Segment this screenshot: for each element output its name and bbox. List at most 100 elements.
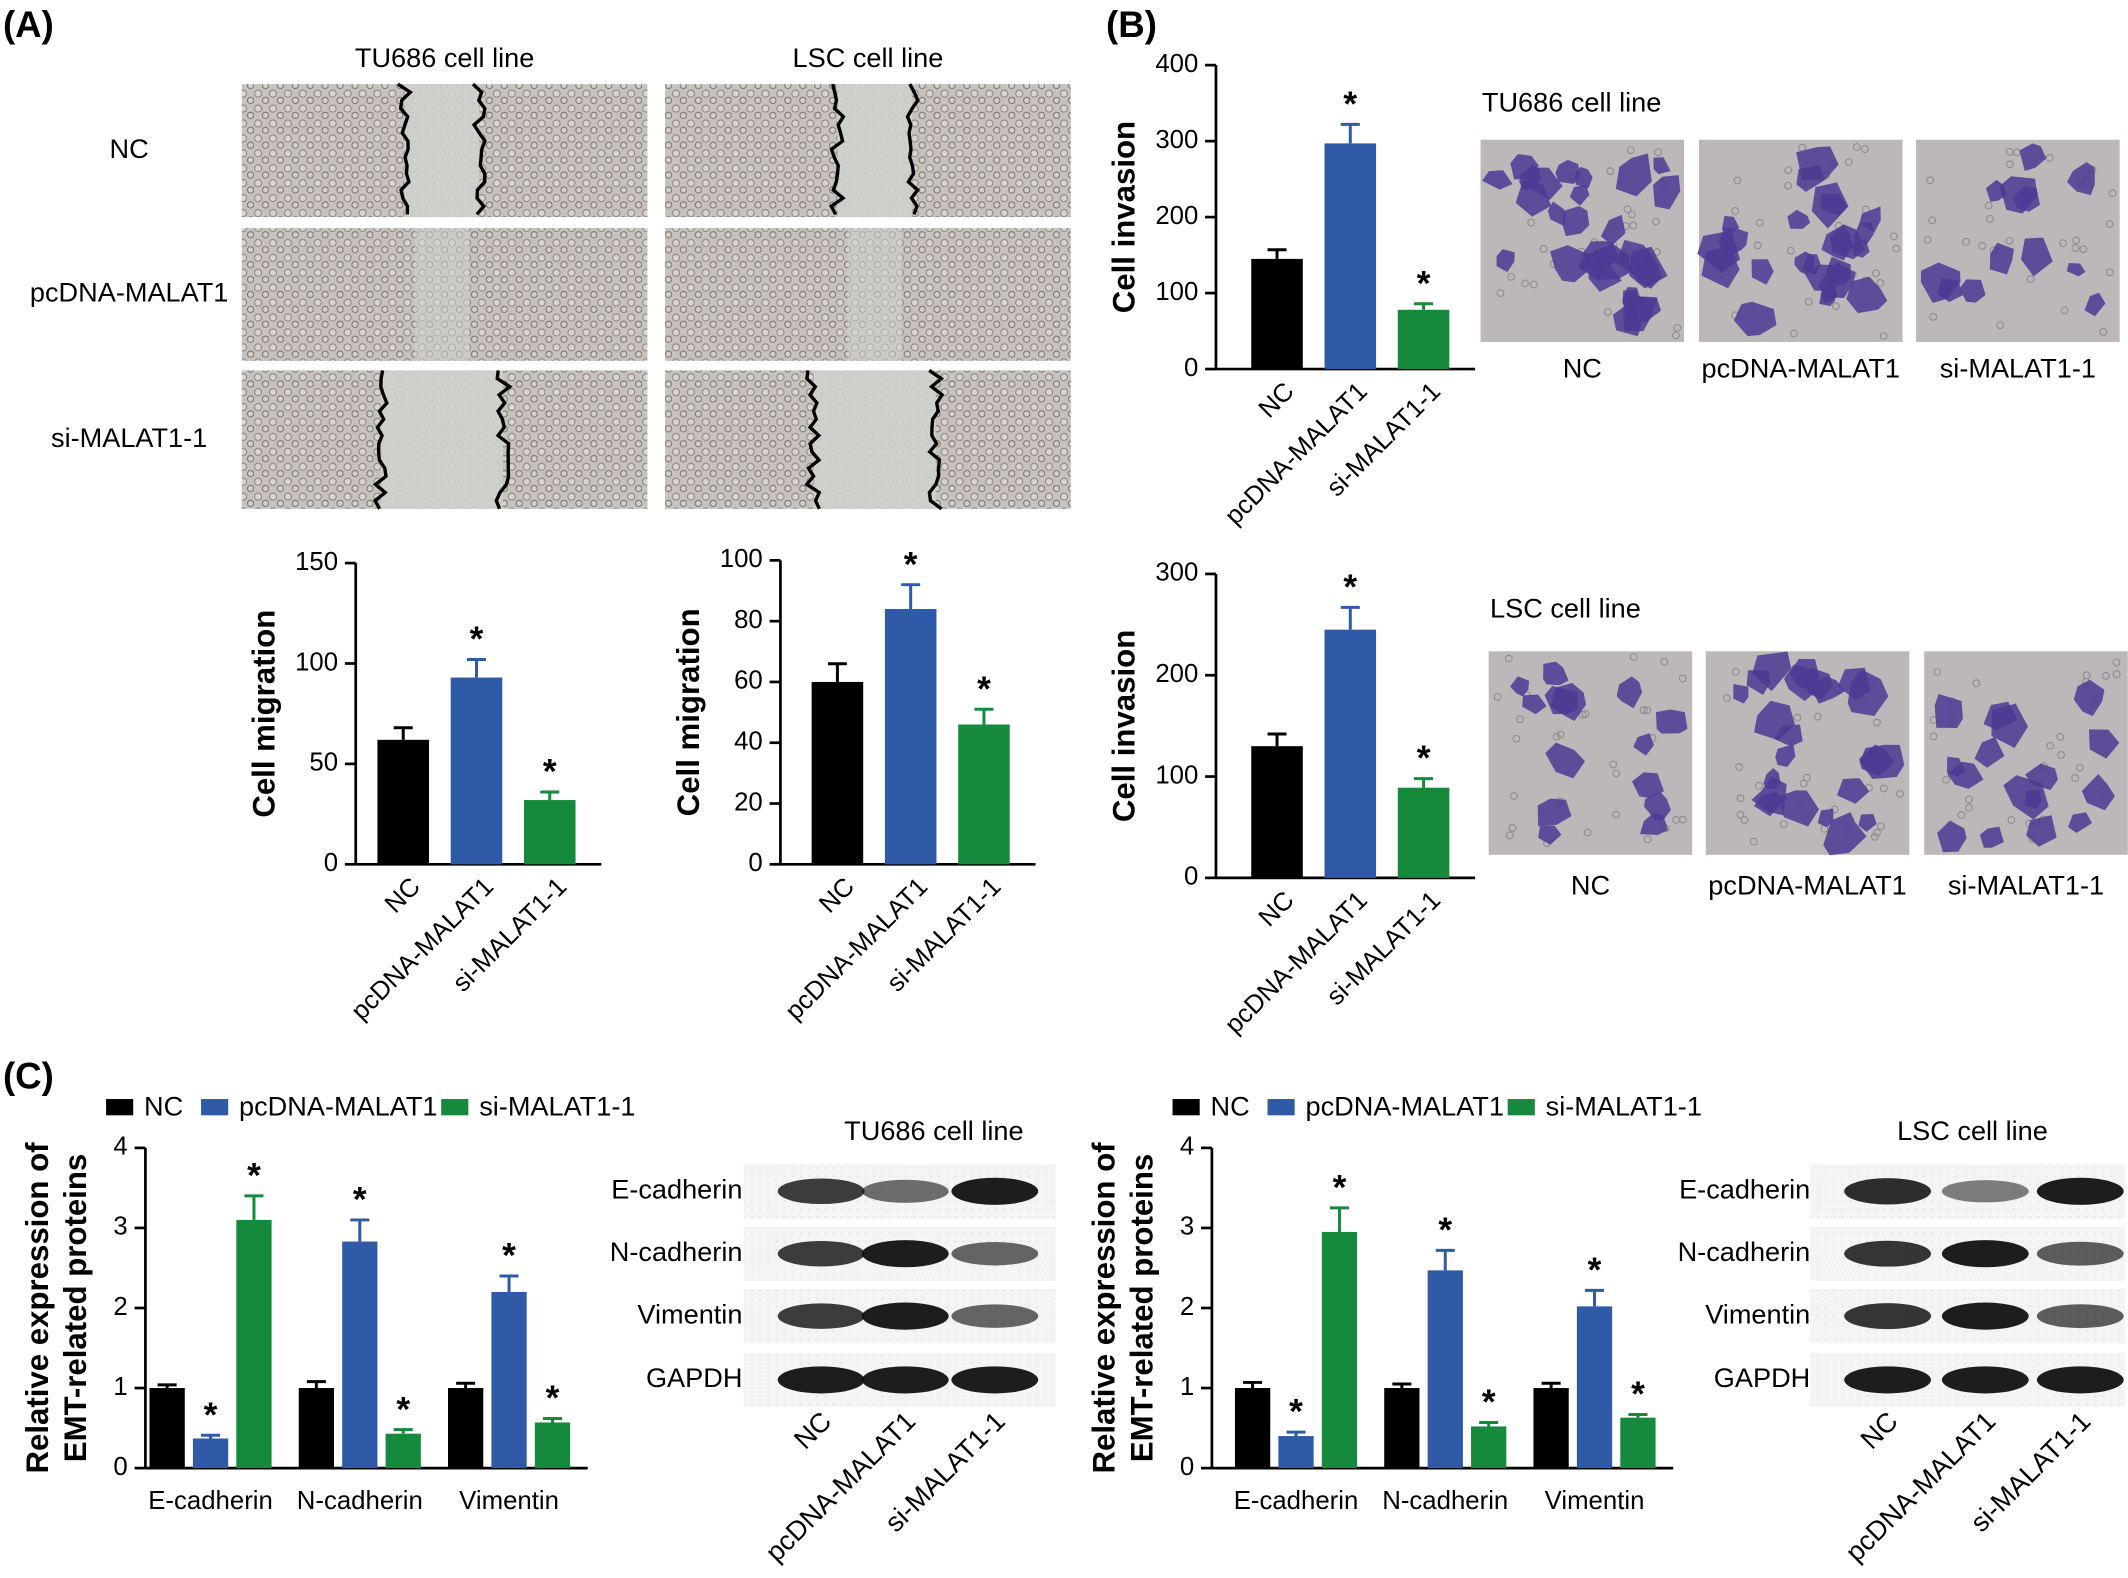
x-tick-label: NC — [1254, 377, 1300, 423]
stained-cell — [1811, 182, 1849, 229]
wound-gap — [404, 84, 480, 218]
pore — [1984, 201, 1993, 210]
significance-mark: * — [1417, 264, 1431, 303]
bar — [884, 609, 937, 865]
y-tick-label: 3 — [113, 1213, 127, 1241]
significance-mark: * — [396, 1390, 410, 1429]
bar — [450, 677, 503, 865]
panel-label: (B) — [1106, 4, 1157, 45]
pore — [1786, 246, 1795, 255]
stained-cell — [1643, 791, 1671, 821]
stained-cell — [1562, 206, 1590, 237]
stained-cell — [1496, 249, 1515, 273]
pore — [1623, 205, 1632, 214]
stained-cell — [1817, 808, 1834, 828]
blot-band — [777, 1366, 865, 1394]
pore — [2007, 816, 2016, 824]
pore — [1942, 775, 1950, 784]
wound-edge — [829, 83, 846, 216]
stained-cell — [1550, 683, 1587, 722]
pore — [1926, 176, 1935, 185]
image-label: pcDNA-MALAT1 — [1708, 870, 1906, 901]
stained-cell — [1543, 661, 1569, 686]
legend-label: NC — [1211, 1091, 1250, 1122]
x-tick-label: Vimentin — [459, 1487, 559, 1515]
blot-band — [2036, 1304, 2124, 1329]
stained-cell — [1823, 812, 1867, 856]
wound-gap — [380, 370, 503, 509]
pore — [1612, 810, 1621, 819]
pore — [1799, 779, 1808, 788]
stained-cell — [1746, 670, 1771, 695]
pore — [1629, 221, 1638, 230]
stained-cell — [1959, 279, 1986, 303]
pore — [2075, 763, 2084, 772]
pore — [1740, 816, 1749, 824]
pore — [2071, 244, 2080, 253]
stained-cell — [1622, 289, 1640, 308]
stained-cell — [2088, 729, 2120, 759]
significance-mark: * — [1417, 739, 1431, 778]
significance-mark: * — [977, 670, 991, 709]
pore — [1736, 794, 1745, 803]
stained-cell — [1787, 209, 1811, 229]
bar — [1278, 1436, 1314, 1469]
pore — [1678, 674, 1687, 683]
stained-cell — [1810, 676, 1846, 704]
error-bar — [1340, 605, 1360, 630]
y-tick-label: 4 — [1180, 1133, 1194, 1161]
significance-mark: * — [1289, 1393, 1303, 1432]
error-bar — [1414, 302, 1434, 310]
pore — [1876, 278, 1885, 287]
x-tick-label: N-cadherin — [297, 1487, 423, 1515]
wound-edge — [494, 370, 513, 510]
blot-band — [861, 1302, 949, 1330]
pore — [2026, 275, 2035, 283]
stained-cell — [2073, 679, 2105, 717]
pore — [1652, 217, 1660, 226]
error-bar — [1435, 1248, 1455, 1271]
pore — [1731, 667, 1740, 676]
blot-band — [861, 1179, 949, 1203]
stained-cell — [2066, 262, 2086, 277]
pore — [1892, 244, 1901, 253]
pore — [2079, 245, 2088, 254]
stained-cell — [2084, 292, 2106, 317]
stained-cell — [1775, 744, 1796, 768]
stained-cell — [1989, 242, 2014, 275]
error-bar — [244, 1194, 264, 1220]
error-bar — [1243, 1380, 1263, 1389]
bar — [1471, 1426, 1507, 1469]
stained-cell — [1830, 224, 1865, 260]
pore — [2108, 189, 2117, 198]
pore — [1603, 308, 1612, 316]
error-bar — [1585, 1288, 1605, 1307]
x-tick-label: NC — [380, 873, 426, 919]
legend-swatch — [106, 1099, 134, 1116]
pore — [1753, 241, 1762, 250]
stained-cell — [1653, 157, 1671, 175]
significance-mark: * — [1333, 1169, 1347, 1208]
pore — [2112, 658, 2121, 667]
image-label: NC — [1571, 870, 1610, 901]
y-tick-label: 2 — [113, 1293, 127, 1321]
image-label: pcDNA-MALAT1 — [1702, 353, 1900, 384]
pore — [1643, 706, 1652, 715]
pore — [1643, 835, 1652, 844]
pore — [1978, 242, 1987, 250]
pore — [1871, 269, 1880, 278]
y-tick-label: 400 — [1155, 50, 1198, 78]
stained-cell — [1629, 246, 1668, 289]
y-axis-label: Cell migration — [671, 608, 706, 816]
y-tick-label: 0 — [113, 1453, 127, 1481]
pore — [1521, 279, 1529, 288]
pore — [1804, 297, 1813, 306]
legend-label: pcDNA-MALAT1 — [1306, 1091, 1504, 1122]
pore — [1612, 769, 1621, 778]
wound-edge — [471, 82, 487, 216]
stained-cell — [1545, 742, 1586, 779]
y-axis-label: EMT-related proteins — [1124, 1154, 1159, 1462]
pore — [1660, 657, 1669, 666]
bar — [958, 724, 1010, 865]
